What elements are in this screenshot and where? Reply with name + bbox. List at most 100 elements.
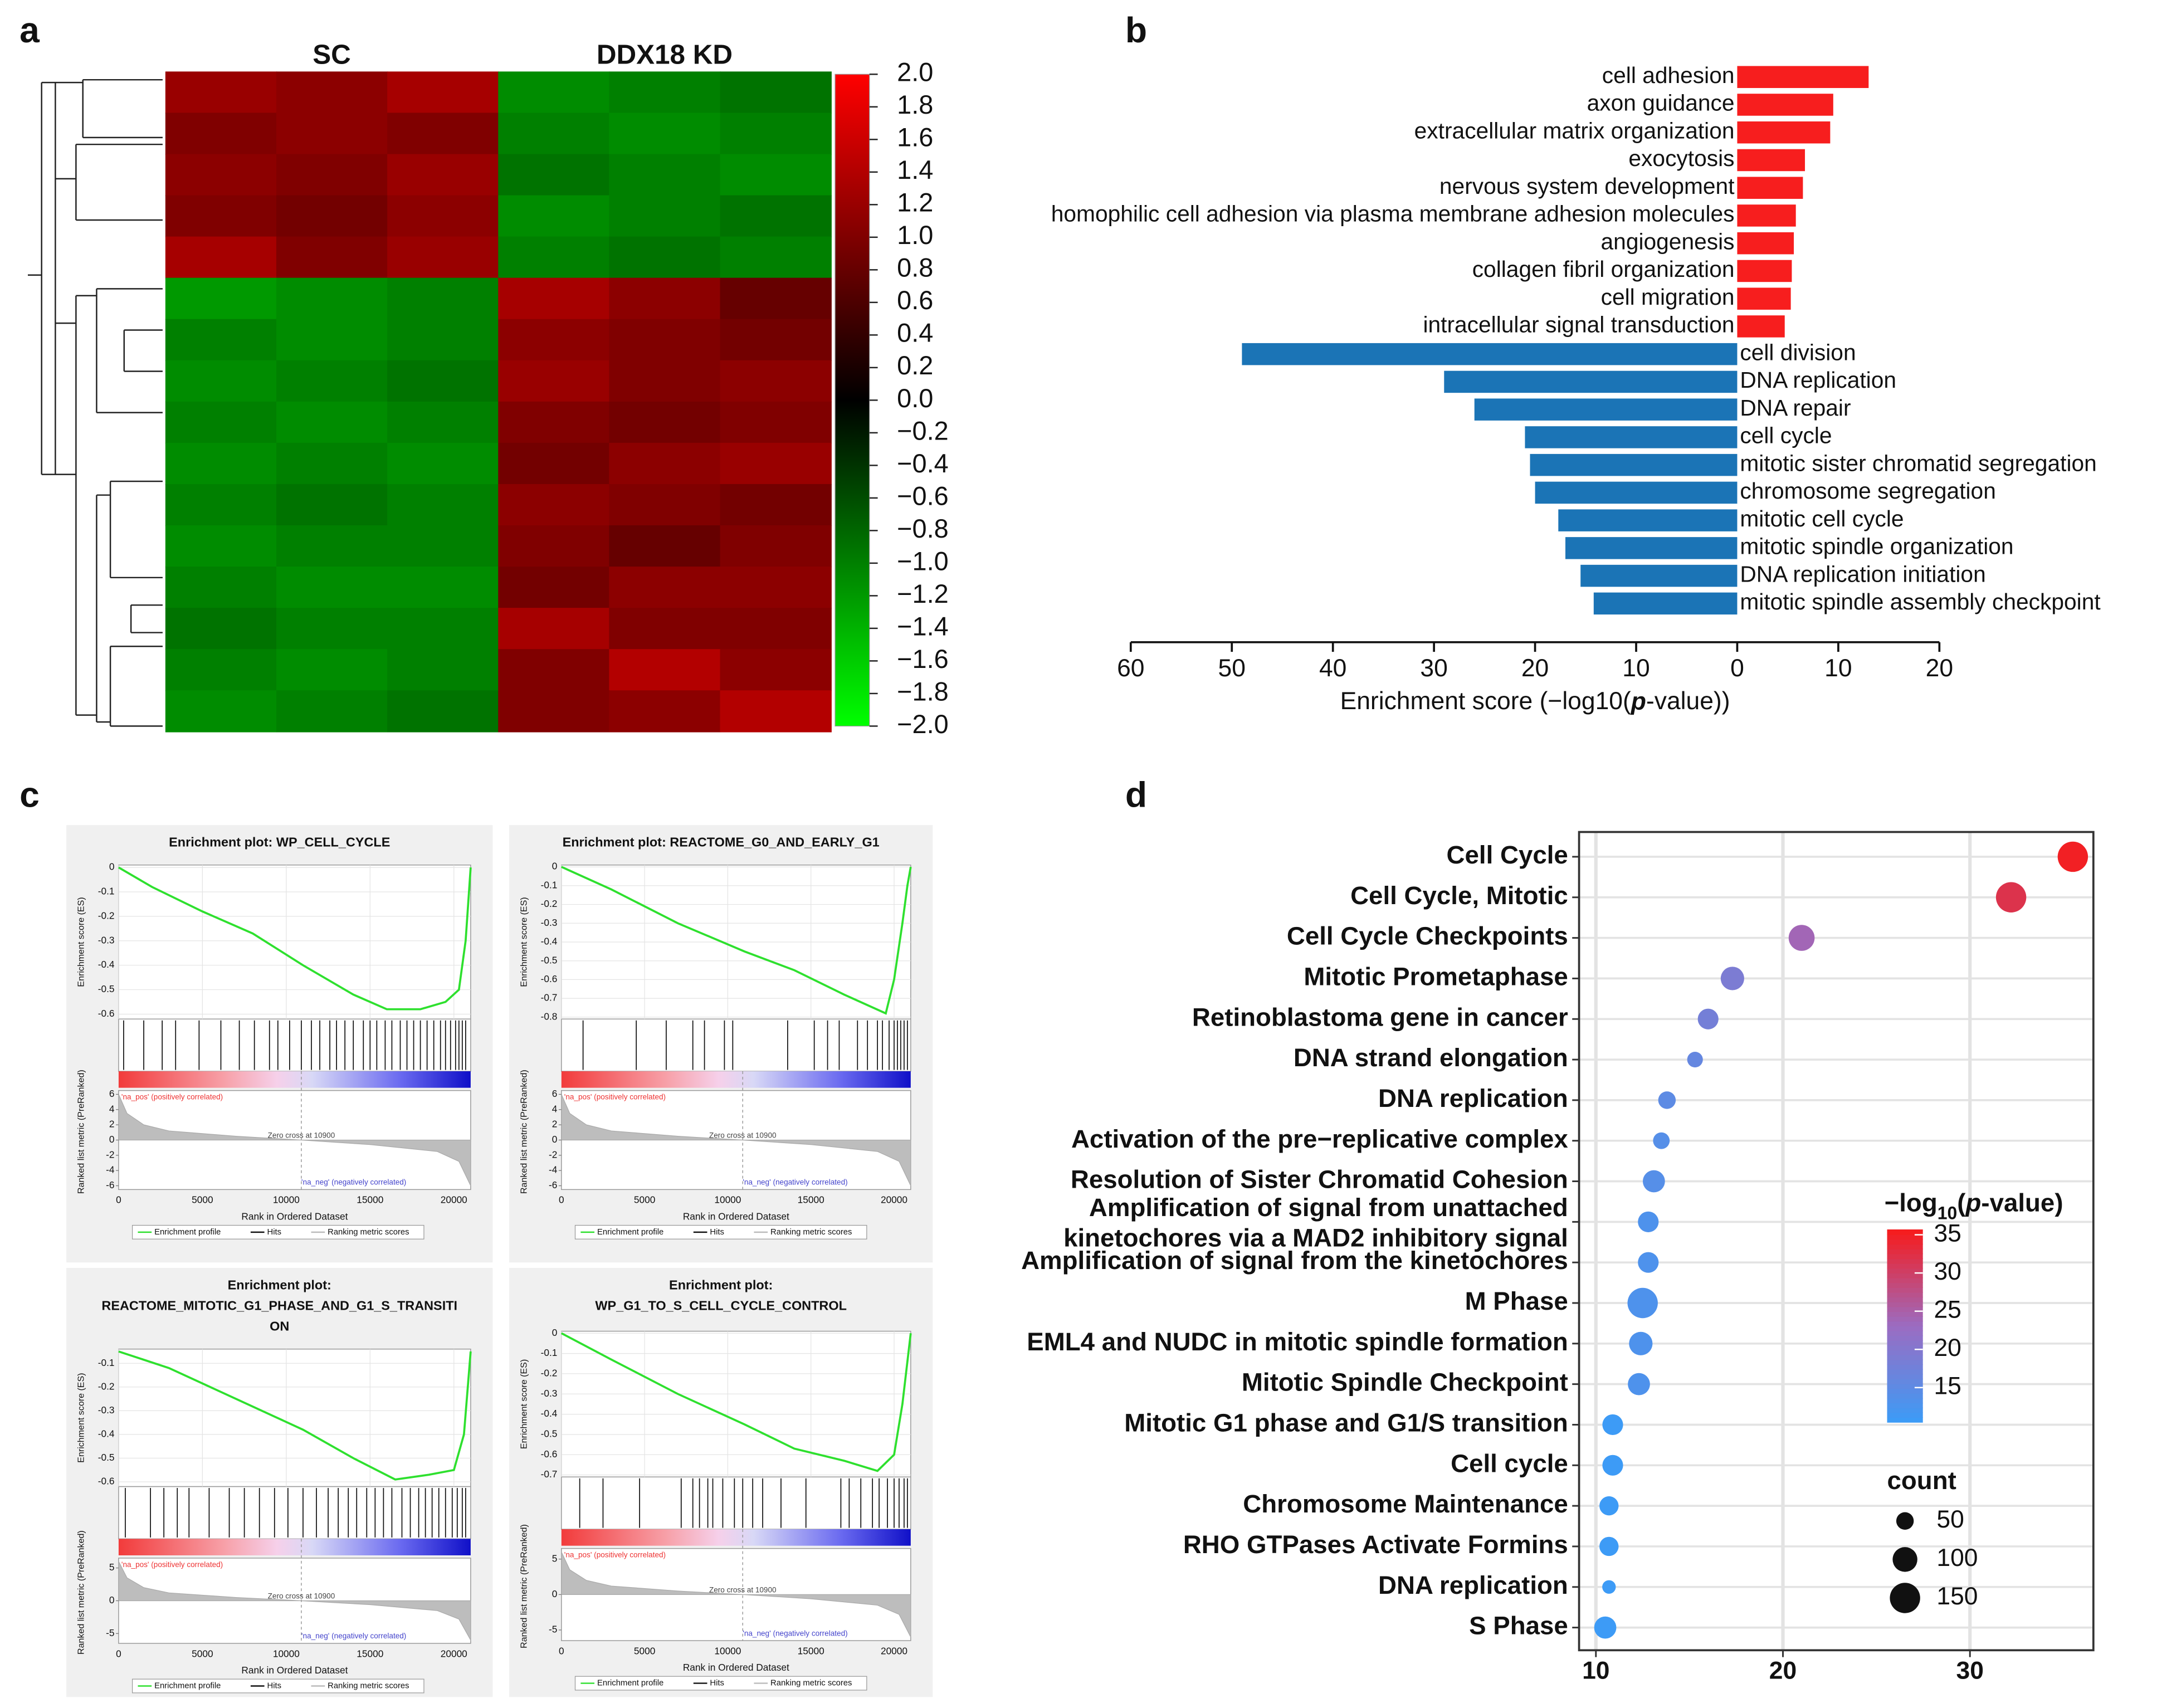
x-tick-label: 20000 <box>441 1648 467 1659</box>
heatmap-cell <box>165 484 277 526</box>
colorbar-segment <box>1887 1311 1923 1317</box>
heatmap-cell <box>165 567 277 609</box>
x-tick-label: 15000 <box>357 1648 383 1659</box>
x-tick-label: 10 <box>1582 1657 1609 1685</box>
heatmap-cell <box>609 236 721 279</box>
heatmap-cell <box>276 690 388 733</box>
y-tick-label: -0.1 <box>541 879 558 890</box>
heatmap-cell <box>165 401 277 444</box>
x-axis-label: Rank in Ordered Dataset <box>241 1211 348 1222</box>
x-tick-label: 60 <box>1117 655 1144 682</box>
colorbar-segment <box>1887 1287 1923 1293</box>
y-tick-label: -0.6 <box>98 1008 115 1019</box>
bubble <box>1658 1091 1676 1109</box>
colorbar-tick-label: 15 <box>1934 1373 1961 1400</box>
bar <box>1444 370 1738 393</box>
legend-box <box>574 1676 867 1691</box>
bar <box>1558 509 1738 531</box>
bar <box>1525 426 1738 448</box>
heatmap-cell <box>498 567 610 609</box>
heatmap-cell <box>276 525 388 568</box>
heatmap-cell <box>276 484 388 526</box>
size-legend-title: count <box>1887 1466 1956 1495</box>
annotation: 'na_neg' (negatively correlated) <box>743 1629 847 1637</box>
bar <box>1242 343 1738 365</box>
y-tick-label: -0.2 <box>541 898 558 909</box>
x-tick-label: 0 <box>116 1648 121 1659</box>
metric-tick-label: -6 <box>549 1179 557 1190</box>
heatmap-cell <box>720 401 832 444</box>
bubble <box>1594 1616 1617 1639</box>
y-tick-label: -0.5 <box>541 954 558 965</box>
bubble <box>1602 1455 1623 1476</box>
legend-label: Ranking metric scores <box>770 1228 852 1237</box>
heatmap-cell <box>165 442 277 485</box>
bubble <box>1638 1252 1659 1273</box>
metric-tick-label: 5 <box>552 1553 558 1564</box>
annotation: 'na_pos' (positively correlated) <box>564 1551 666 1559</box>
heatmap-cell <box>720 360 832 403</box>
heatmap-cell <box>276 319 388 362</box>
y-tick-label: -0.4 <box>98 1428 115 1439</box>
colorbar-segment <box>1887 1243 1923 1250</box>
heatmap-cell <box>498 649 610 691</box>
colorbar-tick-label: 0.0 <box>897 384 933 413</box>
colorbar-tick-label: 1.2 <box>897 188 933 217</box>
colorbar-tick-label: −0.8 <box>897 514 949 543</box>
bar-label: angiogenesis <box>1601 228 1735 254</box>
heatmap-cell <box>276 401 388 444</box>
heatmap-cell <box>276 360 388 403</box>
es-plot-area <box>561 1330 911 1478</box>
metric-tick-label: -5 <box>106 1627 114 1638</box>
bubble <box>1628 1373 1650 1395</box>
heatmap-cell <box>720 442 832 485</box>
heatmap-cell <box>498 608 610 650</box>
x-tick-label: 10 <box>1622 655 1650 682</box>
hits-area <box>561 1018 911 1072</box>
annotation: 'na_neg' (negatively correlated) <box>301 1178 406 1187</box>
heatmap-cell <box>165 277 277 320</box>
heatmap-cell <box>720 608 832 650</box>
bubble <box>1720 967 1744 990</box>
y-tick-label: -0.6 <box>541 973 558 984</box>
colorbar-tick-label: −1.2 <box>897 579 949 608</box>
plot-title: ON <box>270 1319 289 1333</box>
metric-y-axis-label: Ranked list metric (PreRanked) <box>76 1530 86 1655</box>
heatmap-cell <box>609 195 721 237</box>
y-tick-label: -0.4 <box>541 1408 558 1419</box>
y-tick-label: EML4 and NUDC in mitotic spindle formati… <box>1027 1328 1568 1356</box>
bar <box>1737 121 1831 144</box>
annotation: Zero cross at 10900 <box>268 1592 335 1600</box>
annotation: 'na_neg' (negatively correlated) <box>301 1632 406 1640</box>
colorbar-segment <box>1887 1234 1923 1240</box>
plot-title: WP_G1_TO_S_CELL_CYCLE_CONTROL <box>595 1298 846 1312</box>
annotation: 'na_pos' (positively correlated) <box>121 1093 223 1101</box>
y-tick-label: Cell Cycle <box>1447 841 1568 869</box>
bar-label: DNA replication <box>1740 367 1896 393</box>
plot-title: Enrichment plot: REACTOME_G0_AND_EARLY_G… <box>563 835 880 849</box>
x-tick-label: 20 <box>1521 655 1549 682</box>
heatmap-cell <box>165 113 277 155</box>
heatmap-cell <box>387 401 499 444</box>
bubble <box>1697 1008 1719 1029</box>
annotation: Zero cross at 10900 <box>268 1131 335 1140</box>
heatmap-cell <box>609 442 721 485</box>
x-axis-label: Enrichment score (−log10(p-value)) <box>1340 687 1730 715</box>
colorbar-segment <box>1887 1301 1923 1307</box>
bar <box>1737 66 1869 88</box>
plot-title: Enrichment plot: <box>228 1277 331 1292</box>
y-tick-label: S Phase <box>1469 1612 1568 1640</box>
heatmap-cell <box>165 236 277 279</box>
bar-label: homophilic cell adhesion via plasma memb… <box>1051 201 1735 227</box>
y-tick-label: Mitotic G1 phase and G1/S transition <box>1124 1409 1568 1437</box>
bar-label: DNA replication initiation <box>1740 561 1985 587</box>
x-tick-label: 20000 <box>441 1194 467 1206</box>
y-tick-label: -0.2 <box>98 1380 115 1392</box>
colorbar-segment <box>1887 1364 1923 1370</box>
heatmap-cell <box>387 195 499 237</box>
rank-colorbar <box>561 1529 911 1546</box>
y-axis-label: Enrichment score (ES) <box>76 1373 86 1462</box>
metric-tick-label: 6 <box>109 1088 115 1099</box>
colorbar-segment <box>1887 1268 1923 1273</box>
bubble <box>1627 1287 1658 1319</box>
